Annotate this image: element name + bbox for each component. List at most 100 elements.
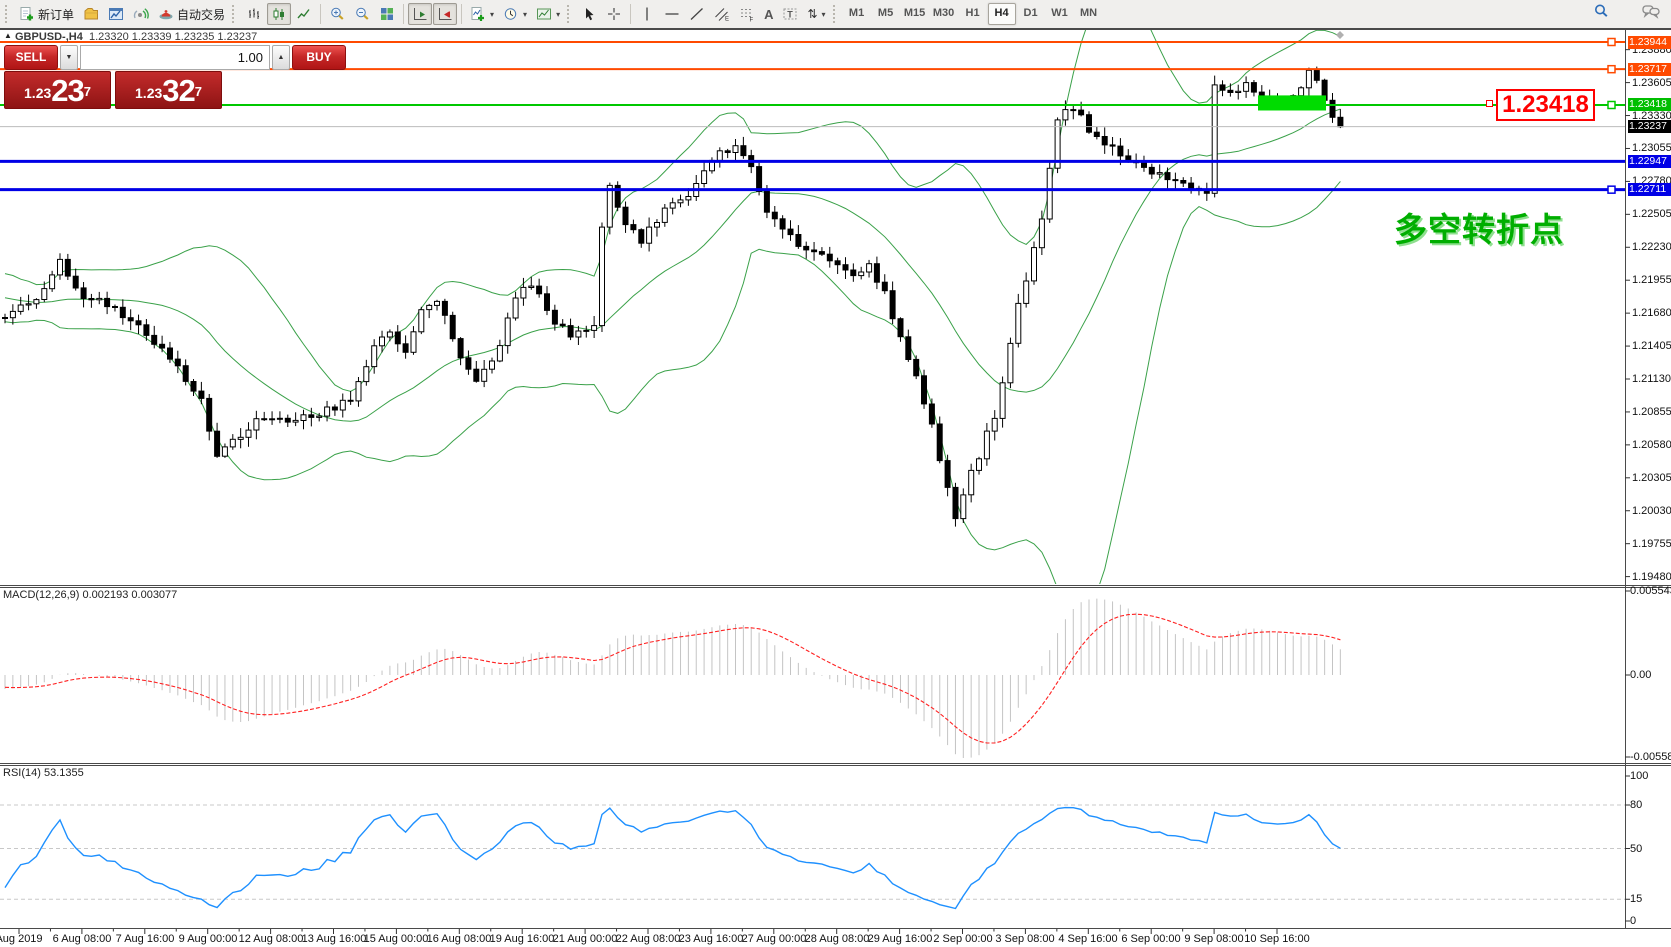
tf-button-H4[interactable]: H4: [987, 3, 1016, 25]
text-button[interactable]: A: [760, 3, 777, 25]
price-axis-tick: 1.23605: [1632, 77, 1671, 89]
date-axis-label: 23 Aug 16:00: [678, 933, 744, 945]
tf-button-M30[interactable]: M30: [932, 7, 955, 19]
rsi-axis-tick: 0: [1630, 915, 1637, 927]
zoom-in-button[interactable]: [325, 3, 349, 25]
date-axis-label: 9 Sep 08:00: [1184, 933, 1244, 945]
indicators-caret-icon: ▾: [490, 9, 495, 19]
bar-chart-button[interactable]: [242, 3, 266, 25]
price-axis-tick: 1.23055: [1632, 142, 1671, 154]
tf-button-M5[interactable]: M5: [877, 7, 894, 19]
price-callout-text-object[interactable]: 1.23418: [1496, 89, 1595, 121]
indicators-icon: [471, 7, 485, 21]
volume-input[interactable]: [80, 45, 270, 70]
buy-price-big: 32: [162, 73, 195, 108]
toolbar-grip[interactable]: [5, 5, 12, 23]
date-axis-label: 4 Sep 16:00: [1058, 933, 1118, 945]
indicators-button[interactable]: ▾: [466, 3, 498, 25]
buy-price-display: 1.23 32 7: [115, 71, 222, 109]
svg-text:T: T: [788, 10, 794, 20]
date-axis-label: 6 Aug 08:00: [52, 933, 112, 945]
crosshair-button[interactable]: [602, 3, 626, 25]
line-chart-button[interactable]: [292, 3, 316, 25]
date-axis-label: 7 Aug 16:00: [115, 933, 175, 945]
price-axis-badge: 1.23944: [1628, 36, 1671, 49]
auto-scroll-icon: [414, 8, 427, 20]
tf-button-M1[interactable]: M1: [848, 7, 865, 19]
volume-decrease-button[interactable]: ▼: [60, 45, 78, 70]
arrows-button[interactable]: ⇅ ▾: [803, 3, 829, 25]
price-axis-tick: 1.22230: [1632, 241, 1671, 253]
date-axis-label: 10 Sep 16:00: [1244, 933, 1310, 945]
date-axis-label: 21 Aug 00:00: [552, 933, 618, 945]
arrows-tool-icon: ⇅: [807, 7, 818, 21]
toolbar-grip[interactable]: [232, 5, 239, 23]
macd-axis-tick: 0.005543: [1630, 585, 1671, 597]
price-axis-tick: 1.21680: [1632, 307, 1671, 319]
volume-increase-button[interactable]: ▲: [272, 45, 290, 70]
fibonacci-icon: F: [741, 9, 754, 22]
sell-button[interactable]: SELL: [4, 45, 58, 70]
tile-windows-button[interactable]: [375, 3, 399, 25]
tf-button-M15[interactable]: M15: [903, 7, 926, 19]
tf-button-D1[interactable]: D1: [1023, 7, 1038, 19]
autotrading-button[interactable]: 自动交易: [154, 3, 229, 25]
tf-button-MN[interactable]: MN: [1079, 7, 1098, 19]
search-icon[interactable]: [1589, 2, 1613, 26]
text-label-icon: T: [783, 8, 797, 20]
new-order-button[interactable]: 新订单: [15, 3, 78, 25]
arrows-caret-icon: ▾: [821, 9, 826, 19]
svg-text:E: E: [725, 17, 729, 23]
crosshair-icon: [608, 8, 621, 20]
profiles-button[interactable]: [79, 3, 103, 25]
collapse-panel-icon[interactable]: ▲: [4, 31, 12, 40]
signals-button[interactable]: [129, 3, 153, 25]
candlestick-chart-button[interactable]: [267, 3, 292, 25]
charts-window-button[interactable]: [104, 3, 128, 25]
vertical-line-button[interactable]: [635, 3, 659, 25]
tf-button-W1[interactable]: W1: [1051, 7, 1068, 19]
object-handle[interactable]: [1486, 100, 1493, 107]
periods-button[interactable]: ▾: [499, 3, 531, 25]
text-tool-icon: A: [764, 6, 774, 22]
date-axis-label: 2 Sep 00:00: [933, 933, 993, 945]
price-axis-tick: 1.20030: [1632, 505, 1671, 517]
price-axis-tick: 1.21130: [1632, 373, 1671, 385]
price-axis-tick: 1.19755: [1632, 538, 1671, 550]
date-axis-label: Aug 2019: [0, 933, 43, 945]
cursor-icon: [586, 8, 594, 21]
timeframe-group: M1 M5 M15 M30 H1 H4 D1 W1 MN: [843, 3, 1103, 25]
auto-scroll-button[interactable]: [408, 3, 433, 25]
new-order-icon: [20, 7, 33, 21]
chart-shift-button[interactable]: [433, 3, 458, 25]
toolbar-grip[interactable]: [832, 5, 840, 23]
chat-icon[interactable]: [1639, 2, 1663, 26]
chart-title-ohlc: GBPUSD-,H4 1.23320 1.23339 1.23235 1.232…: [15, 31, 257, 43]
tf-button-H1[interactable]: H1: [965, 7, 980, 19]
annotation-text-object[interactable]: 多空转折点: [1394, 211, 1564, 248]
text-label-button[interactable]: T: [778, 3, 802, 25]
buy-button[interactable]: BUY: [292, 45, 346, 70]
date-axis-label: 13 Aug 16:00: [301, 933, 367, 945]
vertical-line-icon: [646, 7, 648, 21]
date-axis-label: 19 Aug 16:00: [489, 933, 555, 945]
date-axis-label: 6 Sep 00:00: [1121, 933, 1181, 945]
fibonacci-button[interactable]: F: [735, 3, 759, 25]
horizontal-line-icon: [665, 13, 679, 15]
equidistant-channel-button[interactable]: E: [710, 3, 734, 25]
horizontal-line-button[interactable]: [660, 3, 684, 25]
cursor-button[interactable]: [577, 3, 601, 25]
trendline-button[interactable]: [685, 3, 709, 25]
zoom-out-button[interactable]: [350, 3, 374, 25]
rsi-axis-tick: 50: [1630, 843, 1643, 855]
sell-price-display: 1.23 23 7: [4, 71, 111, 109]
sell-price-big: 23: [51, 73, 84, 108]
signals-icon: [133, 8, 149, 19]
rsi-axis-tick: 15: [1630, 893, 1643, 905]
macd-label: MACD(12,26,9) 0.002193 0.003077: [3, 589, 178, 601]
toolbar-grip[interactable]: [567, 5, 574, 23]
templates-button[interactable]: ▾: [532, 3, 564, 25]
